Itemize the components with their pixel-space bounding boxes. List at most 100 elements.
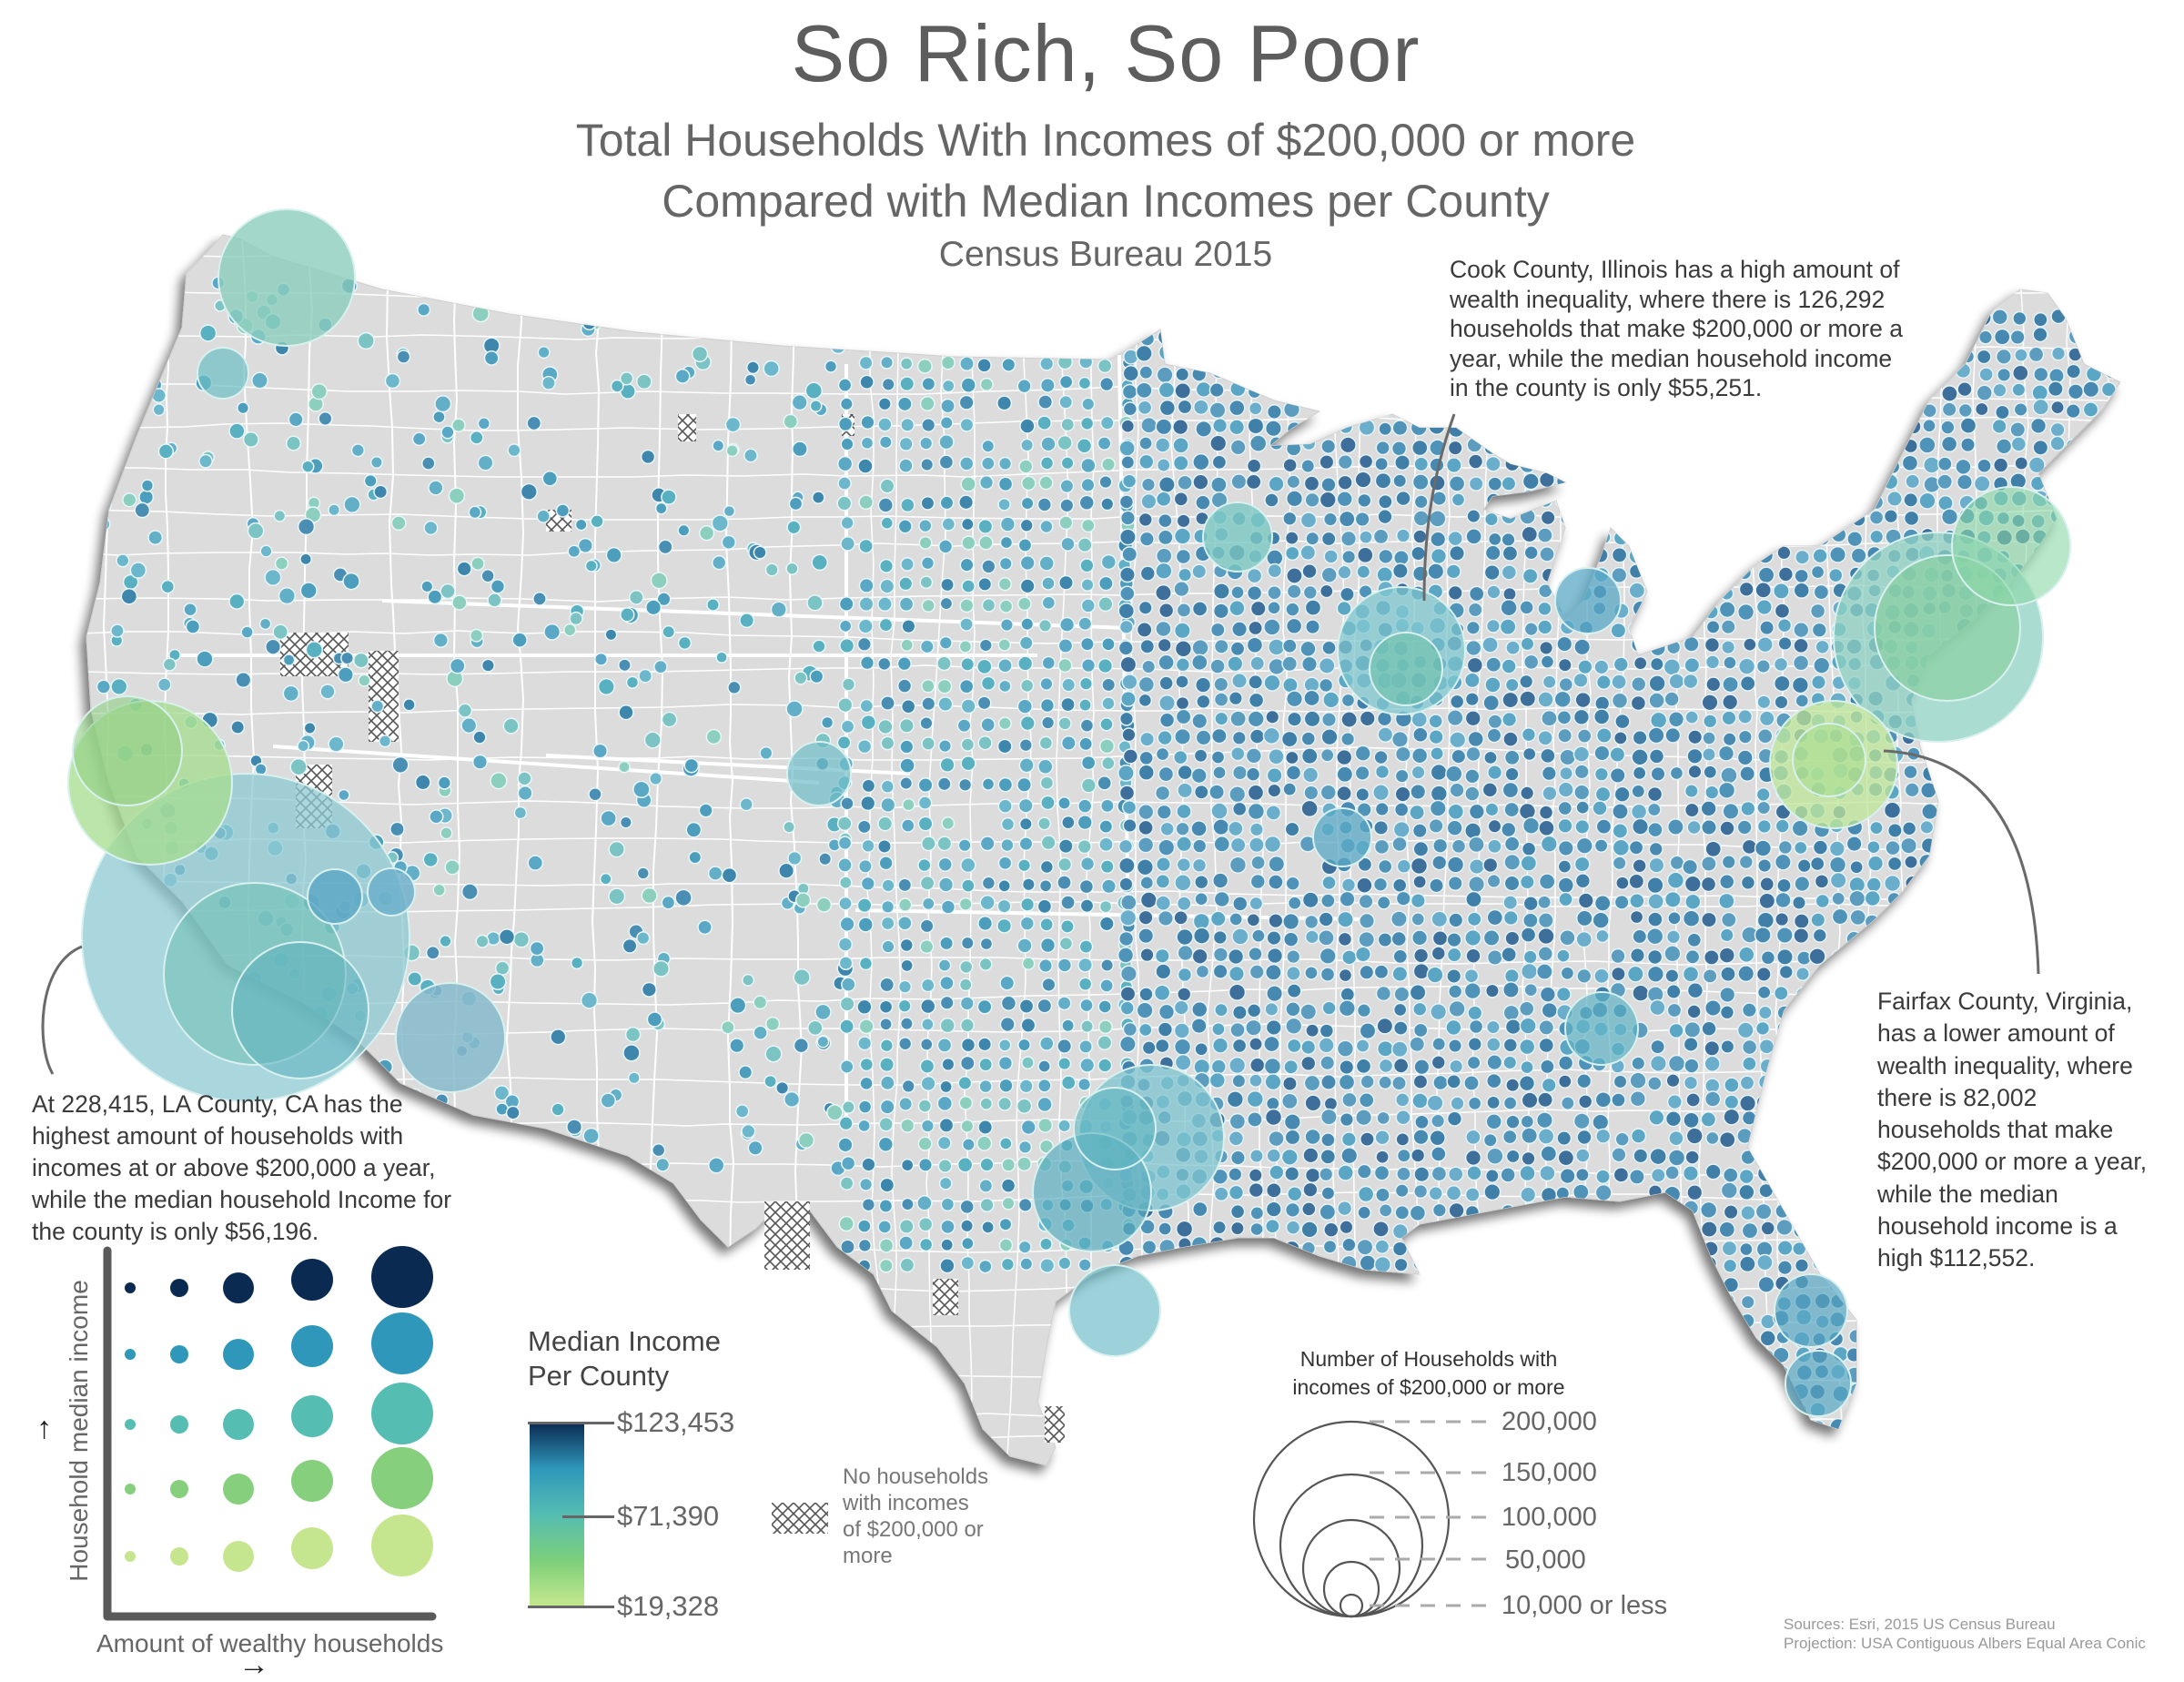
- legend-title-line1: Median Income: [528, 1325, 721, 1357]
- metro-symbol: [1564, 991, 1639, 1066]
- sources-footer: Sources: Esri, 2015 US Census Bureau Pro…: [1784, 1615, 2146, 1653]
- annotation-line: high $112,552.: [1877, 1244, 2036, 1272]
- size-legend-title: Number of Households with incomes of $20…: [1238, 1345, 1620, 1402]
- no-households-legend: No households with incomes of $200,000 o…: [772, 1464, 1008, 1582]
- legend-symbol: [125, 1349, 136, 1360]
- income-gradient-bar: [530, 1423, 584, 1606]
- size-legend: Number of Households with incomes of $20…: [1238, 1345, 1711, 1636]
- hatch-swatch-icon: [772, 1503, 828, 1534]
- map-subtitle-line2: Compared with Median Incomes per County: [662, 176, 1550, 227]
- metro-symbol: [1554, 567, 1622, 634]
- annotation-line: while the median: [1877, 1180, 2058, 1208]
- cook-callout-line: [1422, 413, 1456, 602]
- legend-symbol: [170, 1279, 188, 1297]
- metro-symbols: [67, 208, 2071, 1417]
- x-axis-arrow-icon: →: [238, 1647, 269, 1682]
- legend-symbol: [125, 1551, 136, 1562]
- metro-symbol: [72, 695, 183, 806]
- metro-symbol: [786, 741, 852, 806]
- map-source-year: Census Bureau 2015: [938, 235, 1273, 274]
- hatch-legend-line: more: [843, 1544, 893, 1568]
- hatch-legend-line: of $200,000 or: [843, 1517, 984, 1542]
- legend-symbol: [371, 1515, 433, 1576]
- min-tick: [528, 1606, 614, 1608]
- mid-income-label: $71,390: [617, 1500, 720, 1532]
- metro-symbol: [1369, 632, 1443, 706]
- projection-text: Projection: USA Contiguous Albers Equal …: [1784, 1635, 2146, 1652]
- metro-symbol: [307, 868, 363, 925]
- legend-symbol: [291, 1259, 333, 1301]
- max-tick: [528, 1422, 614, 1424]
- annotation-line: Fairfax County, Virginia,: [1877, 988, 2133, 1015]
- legend-symbol: [170, 1345, 188, 1363]
- legend-symbol: [170, 1415, 188, 1434]
- mid-tick: [562, 1515, 614, 1518]
- metro-symbol: [367, 867, 416, 917]
- fairfax-callout-line: [1883, 749, 2040, 975]
- la-county-annotation: At 228,415, LA County, CA has the highes…: [32, 1089, 541, 1248]
- size-legend-title-line2: incomes of $200,000 or more: [1292, 1375, 1565, 1399]
- annotation-line: highest amount of households with: [32, 1122, 404, 1150]
- hatch-legend-text: No households with incomes of $200,000 o…: [843, 1464, 988, 1569]
- legend-symbol: [291, 1395, 333, 1437]
- map-subtitle-line1: Total Households With Incomes of $200,00…: [575, 115, 1636, 166]
- legend-symbol: [223, 1272, 254, 1303]
- metro-symbol: [1785, 1350, 1852, 1417]
- metro-symbol: [197, 347, 249, 400]
- sources-text: Sources: Esri, 2015 US Census Bureau: [1784, 1616, 2056, 1633]
- metro-symbol: [395, 982, 506, 1093]
- metro-symbol: [1202, 502, 1273, 572]
- bivariate-legend: Household median income ↑ Amount of weal…: [0, 1238, 473, 1680]
- metro-symbol: [231, 941, 369, 1079]
- legend-symbol: [223, 1409, 254, 1440]
- size-label-50k: 50,000: [1505, 1545, 1586, 1575]
- legend-symbol: [125, 1419, 136, 1430]
- legend-symbol: [223, 1474, 254, 1505]
- annotation-line: households that make: [1877, 1116, 2114, 1144]
- metro-symbol: [1951, 486, 2071, 606]
- legend-symbol: [291, 1527, 333, 1569]
- metro-symbol: [217, 208, 356, 347]
- max-income-label: $123,453: [617, 1406, 735, 1438]
- metro-symbol: [1774, 1273, 1848, 1348]
- map-title: So Rich, So Poor: [791, 8, 1421, 98]
- legend-symbol: [291, 1325, 333, 1367]
- legend-symbol: [371, 1447, 433, 1509]
- annotation-line: there is 82,002: [1877, 1083, 2037, 1111]
- legend-symbol: [170, 1547, 188, 1565]
- nested-circles: [1252, 1420, 1492, 1618]
- size-label-100k: 100,000: [1502, 1503, 1597, 1532]
- annotation-line: At 228,415, LA County, CA has the: [32, 1090, 403, 1118]
- size-label-150k: 150,000: [1502, 1458, 1597, 1487]
- legend-title-line2: Per County: [528, 1360, 670, 1392]
- la-callout-line: [41, 945, 83, 1075]
- legend-symbol: [371, 1246, 433, 1308]
- annotation-line: year, while the median household income: [1450, 344, 1893, 372]
- annotation-line: wealth inequality, where: [1877, 1051, 2133, 1079]
- hatch-legend-line: with incomes: [843, 1491, 969, 1515]
- annotation-line: incomes at or above $200,000 a year,: [32, 1154, 436, 1181]
- legend-symbol: [371, 1383, 433, 1444]
- min-income-label: $19,328: [617, 1590, 720, 1622]
- annotation-line: household income is a: [1877, 1212, 2118, 1241]
- annotation-line: $200,000 or more a year,: [1877, 1148, 2148, 1176]
- size-legend-title-line1: Number of Households with: [1299, 1347, 1558, 1371]
- x-axis-label: Amount of wealthy households: [96, 1629, 444, 1657]
- annotation-line: has a lower amount of: [1877, 1019, 2115, 1048]
- annotation-line: wealth inequality, where there is 126,29…: [1450, 285, 1886, 313]
- legend-symbol: [125, 1484, 136, 1495]
- metro-symbol: [1792, 723, 1866, 797]
- legend-symbol: [223, 1541, 254, 1572]
- legend-symbol: [371, 1312, 433, 1374]
- legend-symbol: [291, 1460, 333, 1502]
- y-axis-label: Household median income: [65, 1280, 93, 1582]
- legend-symbol: [125, 1282, 136, 1293]
- size-label-200k: 200,000: [1502, 1407, 1597, 1436]
- legend-symbol: [170, 1480, 188, 1498]
- cook-county-annotation: Cook County, Illinois has a high amount …: [1450, 255, 1959, 403]
- annotation-line: in the county is only $55,251.: [1450, 374, 1763, 401]
- metro-symbol: [1312, 807, 1372, 867]
- metro-symbol: [1068, 1264, 1161, 1357]
- median-income-legend: Median Income Per County $123,453 $71,39…: [528, 1324, 801, 1634]
